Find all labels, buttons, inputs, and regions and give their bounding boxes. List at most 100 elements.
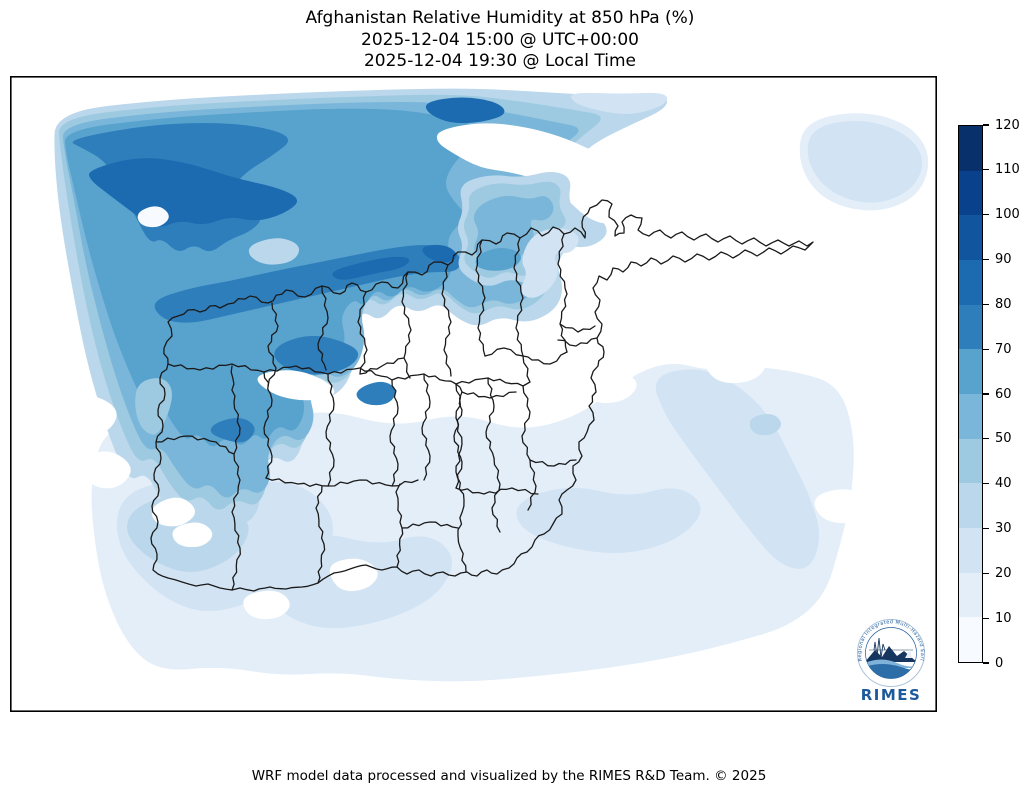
contour-band bbox=[356, 381, 396, 406]
contour-band bbox=[243, 590, 290, 620]
colorbar-tick-label: 60 bbox=[995, 386, 1012, 402]
colorbar-segment bbox=[959, 126, 982, 171]
contour-band bbox=[425, 97, 505, 124]
contour-band bbox=[210, 418, 255, 443]
colorbar bbox=[958, 125, 983, 663]
title-line-3: 2025-12-04 19:30 @ Local Time bbox=[363, 51, 637, 71]
colorbar-segment bbox=[959, 349, 982, 395]
province-border-line bbox=[359, 357, 405, 375]
province-border-line bbox=[557, 337, 598, 347]
colorbar-segment bbox=[959, 215, 982, 261]
title-line-2: 2025-12-04 15:00 @ UTC+00:00 bbox=[361, 29, 639, 50]
colorbar-tick bbox=[983, 572, 989, 574]
colorbar-tick bbox=[983, 258, 989, 261]
colorbar-tick bbox=[983, 617, 989, 619]
province-border-line bbox=[522, 351, 568, 365]
colorbar-tick-label: 70 bbox=[995, 341, 1012, 357]
colorbar-tick bbox=[983, 438, 989, 440]
figure-title: Afghanistan Relative Humidity at 850 hPa… bbox=[0, 8, 1000, 73]
map-axes: Regional Integrated Multi-Hazard Early W… bbox=[10, 76, 937, 712]
colorbar-tick-label: 80 bbox=[995, 296, 1012, 312]
province-border-line bbox=[230, 365, 241, 591]
contour-band bbox=[807, 120, 923, 203]
province-border-line bbox=[461, 391, 517, 399]
colorbar-segment bbox=[959, 617, 982, 663]
province-border-line bbox=[557, 233, 568, 353]
colorbar-tick bbox=[983, 214, 989, 216]
contour-band bbox=[516, 487, 701, 553]
province-border-line bbox=[389, 379, 399, 487]
province-border-line bbox=[485, 377, 495, 459]
colorbar-tick bbox=[983, 527, 989, 530]
contour-band bbox=[83, 451, 131, 489]
province-border-line bbox=[513, 237, 524, 357]
contour-band bbox=[172, 522, 213, 548]
seismogram-icon bbox=[873, 637, 886, 659]
colorbar-tick-label: 50 bbox=[995, 431, 1012, 447]
colorbar-tick-label: 20 bbox=[995, 565, 1012, 581]
colorbar-tick-label: 90 bbox=[995, 252, 1012, 267]
mountains-icon bbox=[865, 646, 917, 662]
colorbar-tick bbox=[983, 124, 989, 126]
province-border-line bbox=[263, 371, 273, 479]
province-border-line bbox=[155, 435, 235, 455]
sail-icon bbox=[905, 649, 912, 658]
colorbar-tick-label: 0 bbox=[995, 655, 1004, 671]
colorbar-tick-label: 30 bbox=[995, 521, 1012, 536]
colorbar-tick bbox=[983, 348, 989, 350]
contour-band bbox=[257, 370, 335, 401]
province-border-line bbox=[522, 355, 531, 387]
province-border-line bbox=[491, 457, 501, 533]
colorbar-segment bbox=[959, 304, 982, 350]
colorbar-tick-label: 100 bbox=[995, 207, 1020, 223]
province-border-line bbox=[453, 383, 463, 489]
contour-band bbox=[151, 497, 195, 527]
province-border-line bbox=[315, 485, 326, 584]
contour-band bbox=[137, 206, 169, 228]
colorbar-tick bbox=[983, 303, 989, 305]
colorbar-segment bbox=[959, 572, 982, 618]
logo-wordmark: RIMES bbox=[861, 686, 922, 704]
colorbar-segment bbox=[959, 260, 982, 305]
colorbar-tick-label: 40 bbox=[995, 476, 1012, 492]
province-border-line bbox=[401, 521, 459, 529]
colorbar-segment bbox=[959, 438, 982, 484]
colorbar-segment bbox=[959, 528, 982, 573]
province-border-line bbox=[475, 239, 486, 357]
province-border-line bbox=[357, 291, 368, 375]
province-border-line bbox=[421, 373, 431, 481]
contour-band bbox=[422, 244, 457, 263]
figure-footer: WRF model data processed and visualized … bbox=[251, 768, 767, 784]
contour-band bbox=[749, 414, 781, 436]
province-border-line bbox=[527, 459, 537, 511]
contour-band bbox=[248, 238, 300, 265]
title-line-1: Afghanistan Relative Humidity at 850 hPa… bbox=[305, 8, 695, 28]
province-border-line bbox=[484, 347, 524, 357]
contour-band bbox=[570, 92, 668, 114]
contour-band bbox=[705, 350, 765, 384]
contour-band bbox=[332, 256, 410, 280]
province-border-line bbox=[317, 285, 329, 371]
colorbar-segment bbox=[959, 483, 982, 529]
colorbar-tick-label: 110 bbox=[995, 162, 1020, 178]
country-border bbox=[150, 199, 814, 592]
province-boundaries bbox=[150, 199, 814, 592]
province-border-line bbox=[529, 459, 577, 467]
province-border-line bbox=[455, 487, 539, 495]
colorbar-tick bbox=[983, 662, 989, 664]
rimes-logo: Regional Integrated Multi-Hazard Early W… bbox=[857, 619, 925, 704]
colorbar-segment bbox=[959, 394, 982, 439]
province-border-line bbox=[521, 385, 531, 461]
contour-band bbox=[60, 395, 117, 434]
province-border-line bbox=[167, 363, 524, 387]
colorbar-segment bbox=[959, 170, 982, 216]
contour-band bbox=[329, 558, 378, 592]
colorbar-tick-label: 120 bbox=[995, 117, 1020, 133]
province-border-line bbox=[559, 323, 596, 333]
contour-band bbox=[520, 228, 579, 298]
province-border-line bbox=[325, 373, 335, 487]
colorbar-tick bbox=[983, 393, 989, 395]
humidity-contour-layer bbox=[54, 88, 929, 682]
contour-band bbox=[274, 335, 359, 375]
